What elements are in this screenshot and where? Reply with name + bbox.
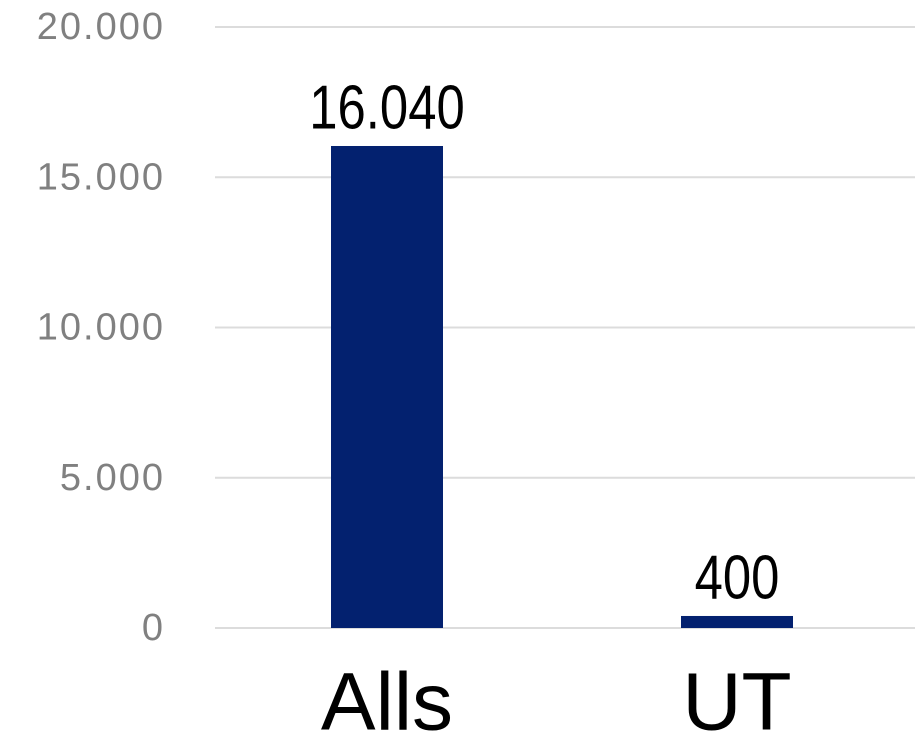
y-tick-label: 0 — [142, 607, 165, 649]
y-tick-label: 5.000 — [60, 457, 165, 499]
value-label: 400 — [695, 544, 780, 613]
y-tick-label: 10.000 — [37, 307, 165, 349]
y-tick-label: 20.000 — [37, 6, 165, 48]
value-label: 16.040 — [309, 74, 464, 143]
x-tick-label: UT — [682, 657, 791, 748]
bar — [331, 145, 443, 629]
y-tick-label: 15.000 — [37, 156, 165, 198]
x-tick-label: Alls — [321, 657, 453, 748]
bar — [681, 615, 793, 628]
